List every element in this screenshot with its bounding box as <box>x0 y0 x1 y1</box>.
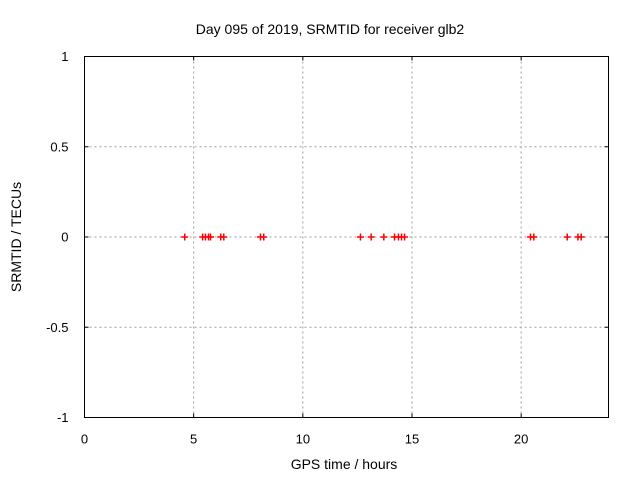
data-point-marker <box>563 233 571 241</box>
data-point-marker <box>356 233 364 241</box>
data-point-marker <box>181 233 189 241</box>
data-point-marker <box>206 233 214 241</box>
chart-title: Day 095 of 2019, SRMTID for receiver glb… <box>195 21 465 37</box>
y-tick-label: -0.5 <box>46 320 68 335</box>
data-point-marker <box>220 233 228 241</box>
data-point-marker <box>260 233 268 241</box>
y-tick-label: 1 <box>61 49 68 64</box>
y-tick-label: -1 <box>57 410 69 425</box>
data-point-marker <box>577 233 585 241</box>
x-tick-label: 20 <box>514 432 528 447</box>
x-tick-label: 5 <box>190 432 197 447</box>
data-point-marker <box>380 233 388 241</box>
data-point-marker <box>401 233 409 241</box>
x-axis-label: GPS time / hours <box>290 456 398 472</box>
y-tick-label: 0 <box>61 230 68 245</box>
data-point-marker <box>367 233 375 241</box>
x-tick-label: 10 <box>296 432 310 447</box>
x-tick-label: 15 <box>405 432 419 447</box>
data-point-marker <box>530 233 538 241</box>
y-tick-label: 0.5 <box>50 139 68 154</box>
x-tick-label: 0 <box>81 432 88 447</box>
